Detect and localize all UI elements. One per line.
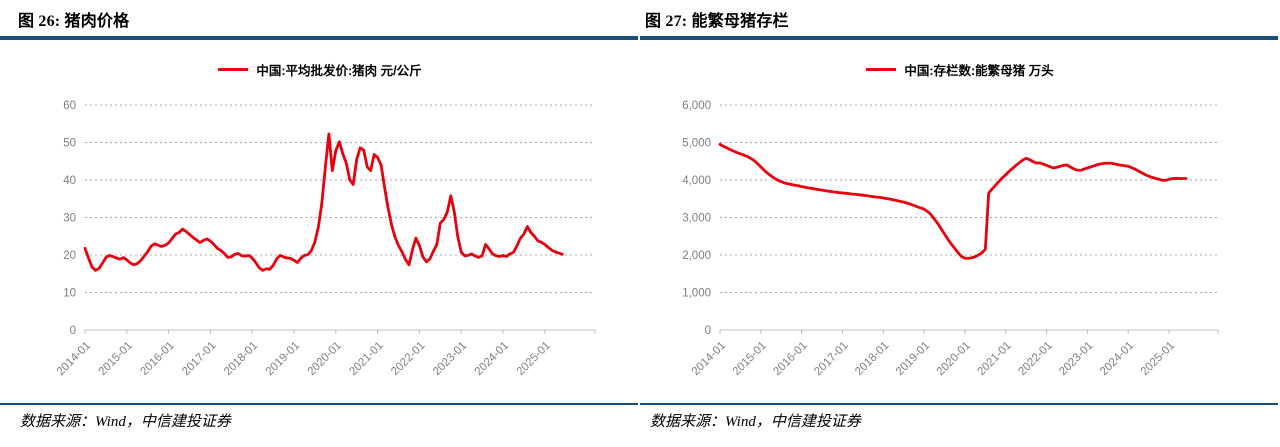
y-axis-tick-label: 20 — [63, 250, 76, 262]
x-axis-tick-label: 2014-01 — [55, 340, 93, 378]
x-axis-tick-label: 2022-01 — [389, 340, 427, 378]
x-axis-tick-label: 2025-01 — [515, 340, 553, 378]
x-axis-tick-label: 2020-01 — [935, 340, 973, 378]
x-axis-tick-label: 2016-01 — [771, 340, 809, 378]
legend-series-label: 中国:平均批发价:猪肉 元/公斤 — [256, 64, 422, 78]
y-axis-tick-label: 1,000 — [682, 288, 711, 300]
x-axis-tick-label: 2020-01 — [306, 340, 344, 378]
x-axis-tick-label: 2017-01 — [812, 340, 850, 378]
x-axis-tick-label: 2022-01 — [1016, 340, 1054, 378]
legend-series-label: 中国:存栏数:能繁母猪 万头 — [904, 64, 1054, 78]
x-axis-tick-label: 2014-01 — [690, 340, 728, 378]
y-axis-tick-label: 2,000 — [682, 250, 711, 262]
pork-price-line-chart: 0 10 20 30 40 50 60 2014-01 2015-01 2016-01 2017-0… — [55, 100, 596, 378]
y-axis-tick-label: 10 — [63, 288, 76, 300]
figure-26-bottom-rule — [0, 403, 638, 405]
data-series-line — [718, 143, 1188, 260]
x-axis-tick-label: 2024-01 — [473, 340, 511, 378]
y-axis-tick-label: 4,000 — [682, 175, 711, 187]
y-axis-tick-label: 60 — [63, 100, 76, 112]
x-axis-tick-label: 2017-01 — [180, 340, 218, 378]
figure-26-legend: 中国:平均批发价:猪肉 元/公斤 — [0, 60, 640, 79]
y-axis-tick-label: 5,000 — [682, 138, 711, 150]
figure-26-panel: 图 26: 猪肉价格 中国:平均批发价:猪肉 元/公斤 0 10 20 30 40 50 6… — [0, 13, 640, 430]
x-axis-tick-label: 2021-01 — [347, 340, 385, 378]
x-axis-tick-label: 2018-01 — [222, 340, 260, 378]
figure-27-bottom-rule — [640, 403, 1278, 405]
y-axis-tick-label: 0 — [70, 325, 76, 337]
x-axis-tick-label: 2015-01 — [731, 340, 769, 378]
x-axis-tick-label: 2024-01 — [1098, 340, 1136, 378]
figure-27-legend: 中国:存栏数:能繁母猪 万头 — [640, 60, 1280, 79]
x-axis-tick-label: 2021-01 — [975, 340, 1013, 378]
data-series-line — [83, 132, 564, 272]
x-axis-tick-label: 2025-01 — [1139, 340, 1177, 378]
x-axis-tick-label: 2018-01 — [853, 340, 891, 378]
legend-line-swatch — [866, 68, 897, 71]
x-axis-tick-label: 2019-01 — [264, 340, 302, 378]
figure-27-title-rule — [640, 36, 1278, 40]
y-axis-tick-label: 30 — [63, 213, 76, 225]
x-axis-tick-label: 2023-01 — [1057, 340, 1095, 378]
legend-line-swatch — [218, 68, 249, 71]
x-axis-tick-label: 2019-01 — [894, 340, 932, 378]
figure-26-title: 图 26: 猪肉价格 — [18, 13, 130, 30]
figure-27-panel: 图 27: 能繁母猪存栏 中国:存栏数:能繁母猪 万头 0 1,000 2,000 3… — [640, 0, 1280, 447]
figure-27-source-note: 数据来源：Wind，中信建投证券 — [650, 414, 861, 430]
x-axis-tick-label: 2023-01 — [431, 340, 469, 378]
y-axis-tick-label: 0 — [705, 325, 711, 337]
y-axis-tick-label: 3,000 — [682, 213, 711, 225]
x-axis-tick-label: 2016-01 — [138, 340, 176, 378]
y-axis-tick-label: 50 — [63, 138, 76, 150]
x-axis-tick-label: 2015-01 — [97, 340, 135, 378]
y-axis-tick-label: 40 — [63, 175, 76, 187]
figure-26-title-rule — [0, 36, 638, 40]
figure-27-title: 图 27: 能繁母猪存栏 — [645, 13, 789, 30]
y-axis-tick-label: 6,000 — [682, 100, 711, 112]
figure-26-source-note: 数据来源：Wind，中信建投证券 — [20, 414, 231, 430]
